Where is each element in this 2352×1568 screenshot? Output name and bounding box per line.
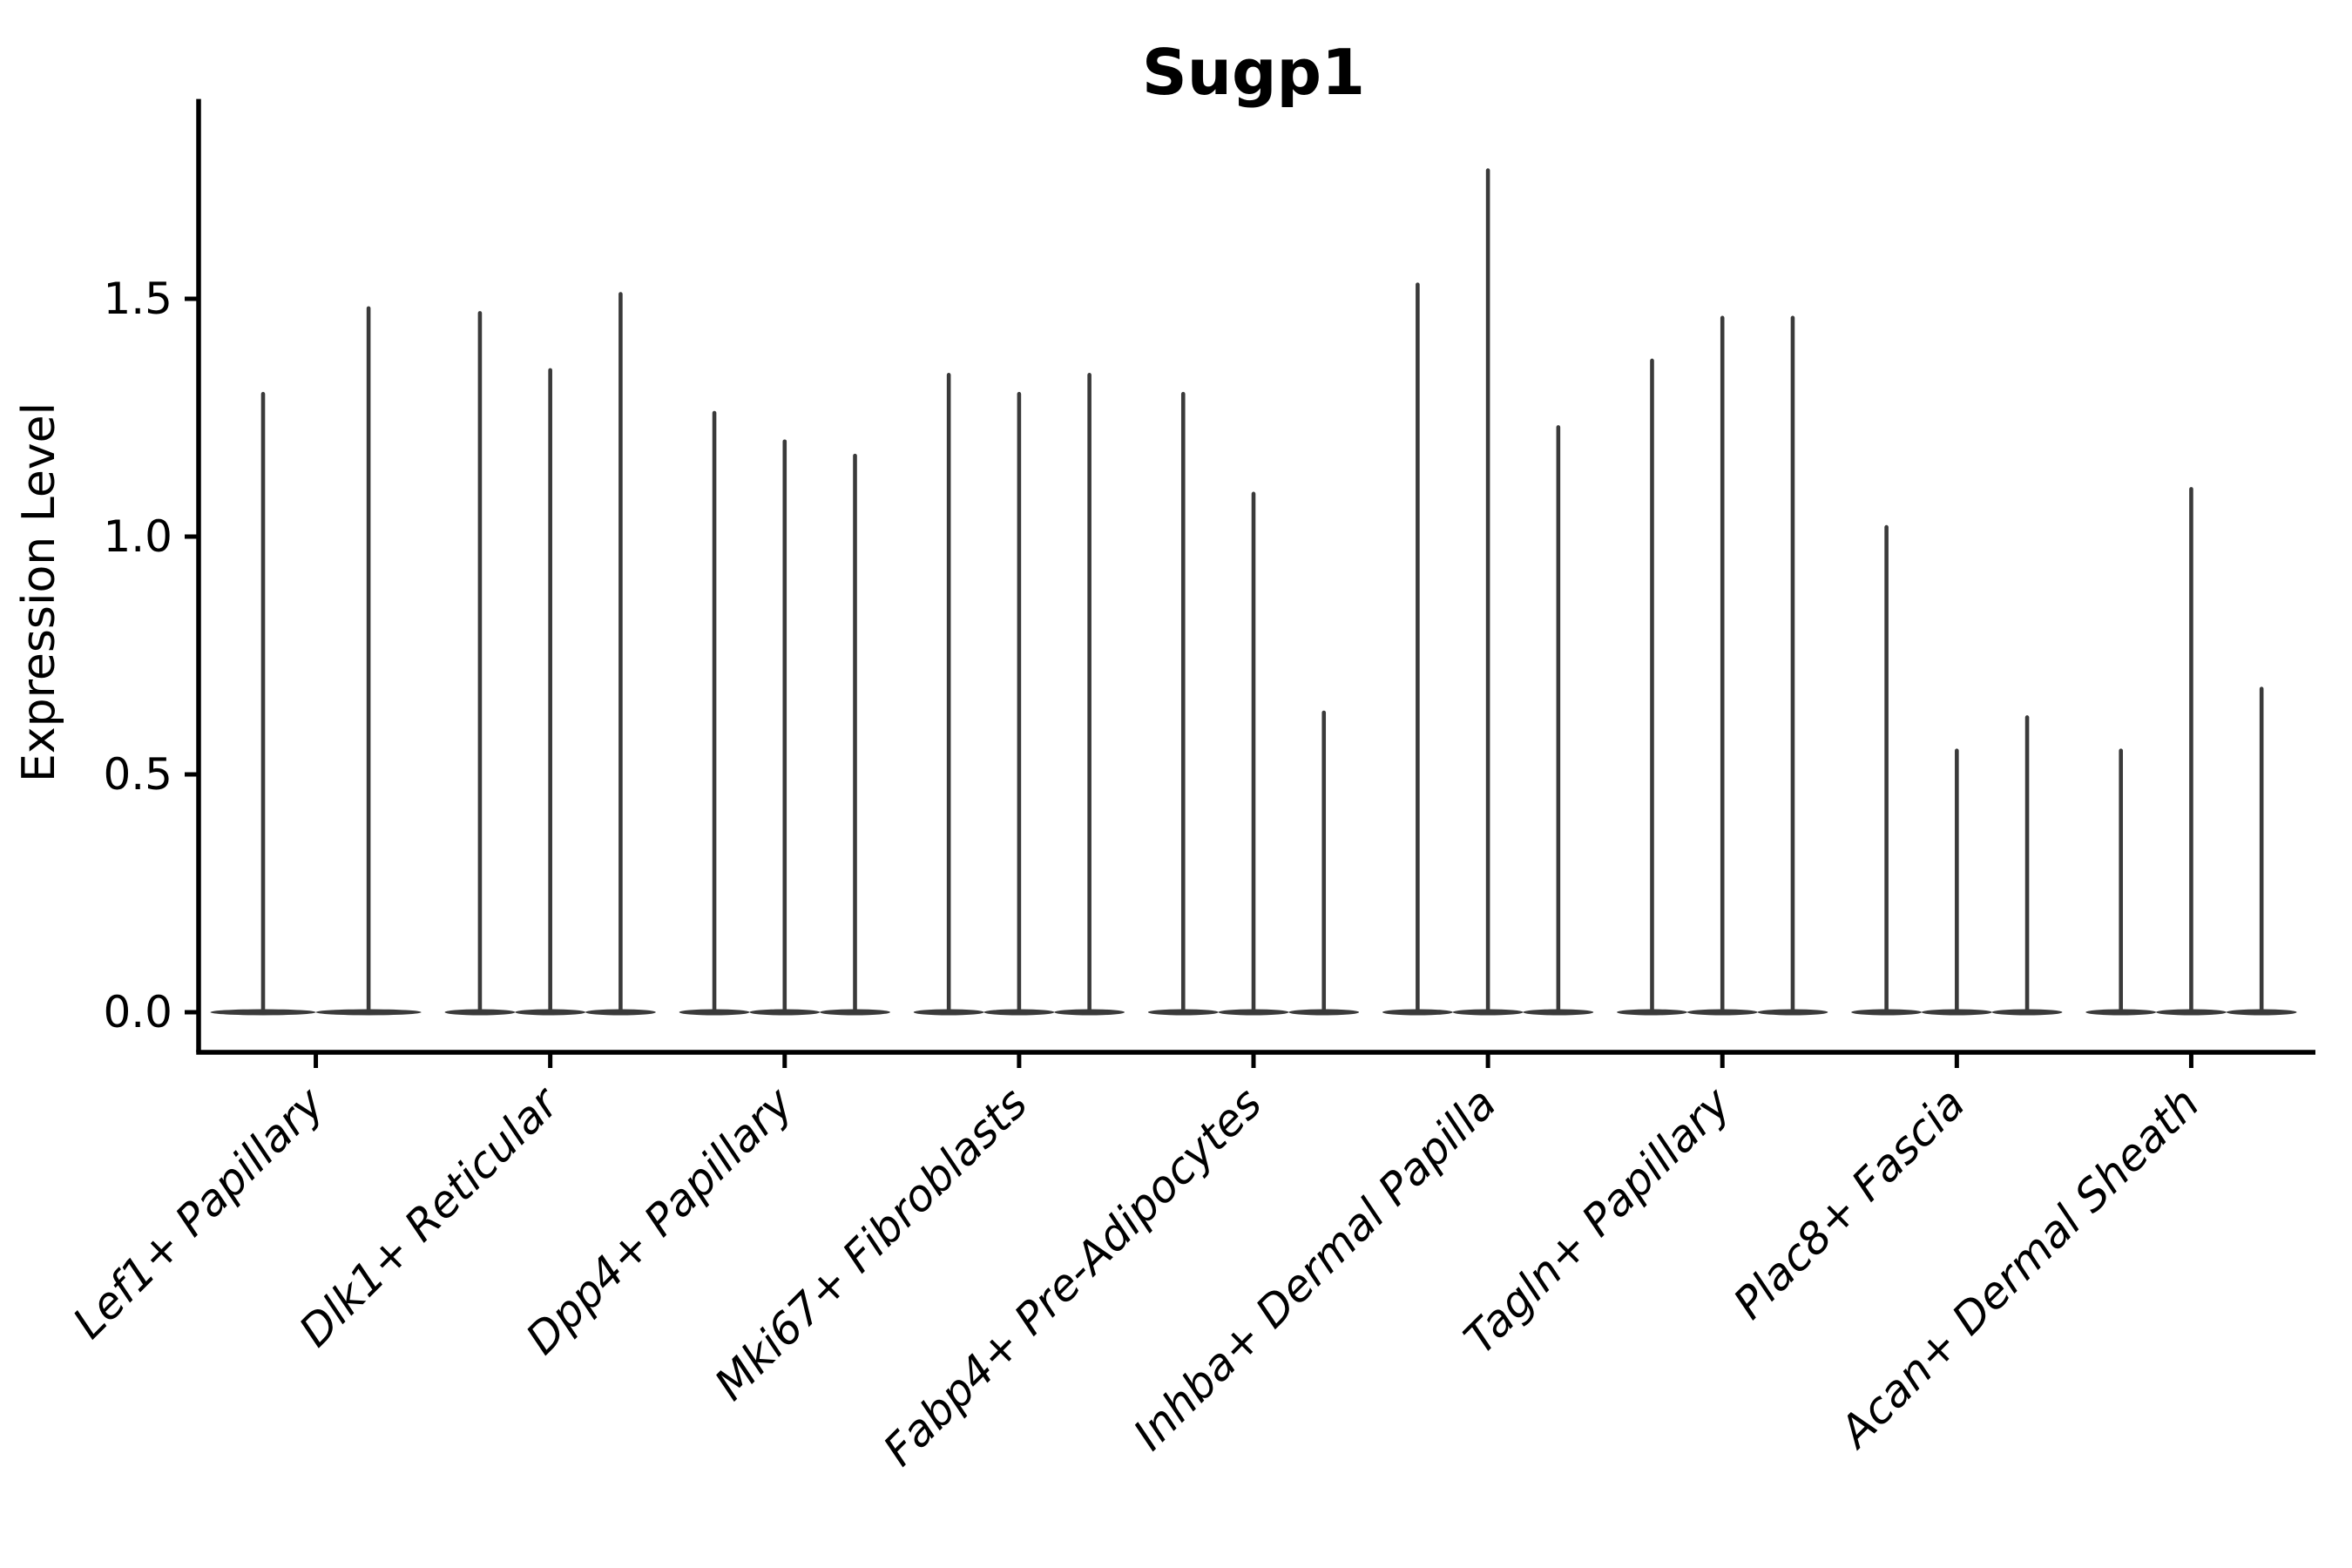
x-category-label: Fabp4+ Pre-Adipocytes (874, 1078, 1272, 1476)
x-category-label: Lef1+ Papillary (64, 1077, 335, 1348)
y-tick-label: 1.5 (103, 274, 172, 324)
y-axis-label: Expression Level (13, 402, 65, 782)
x-category-label: Plac8+ Fascia (1724, 1078, 1975, 1328)
y-tick-label: 0.0 (103, 987, 172, 1037)
y-tick-label: 0.5 (103, 749, 172, 800)
y-tick-label: 1.0 (103, 511, 172, 562)
chart-title: Sugp1 (1142, 36, 1365, 109)
x-category-label: Dlk1+ Reticular (289, 1076, 570, 1356)
